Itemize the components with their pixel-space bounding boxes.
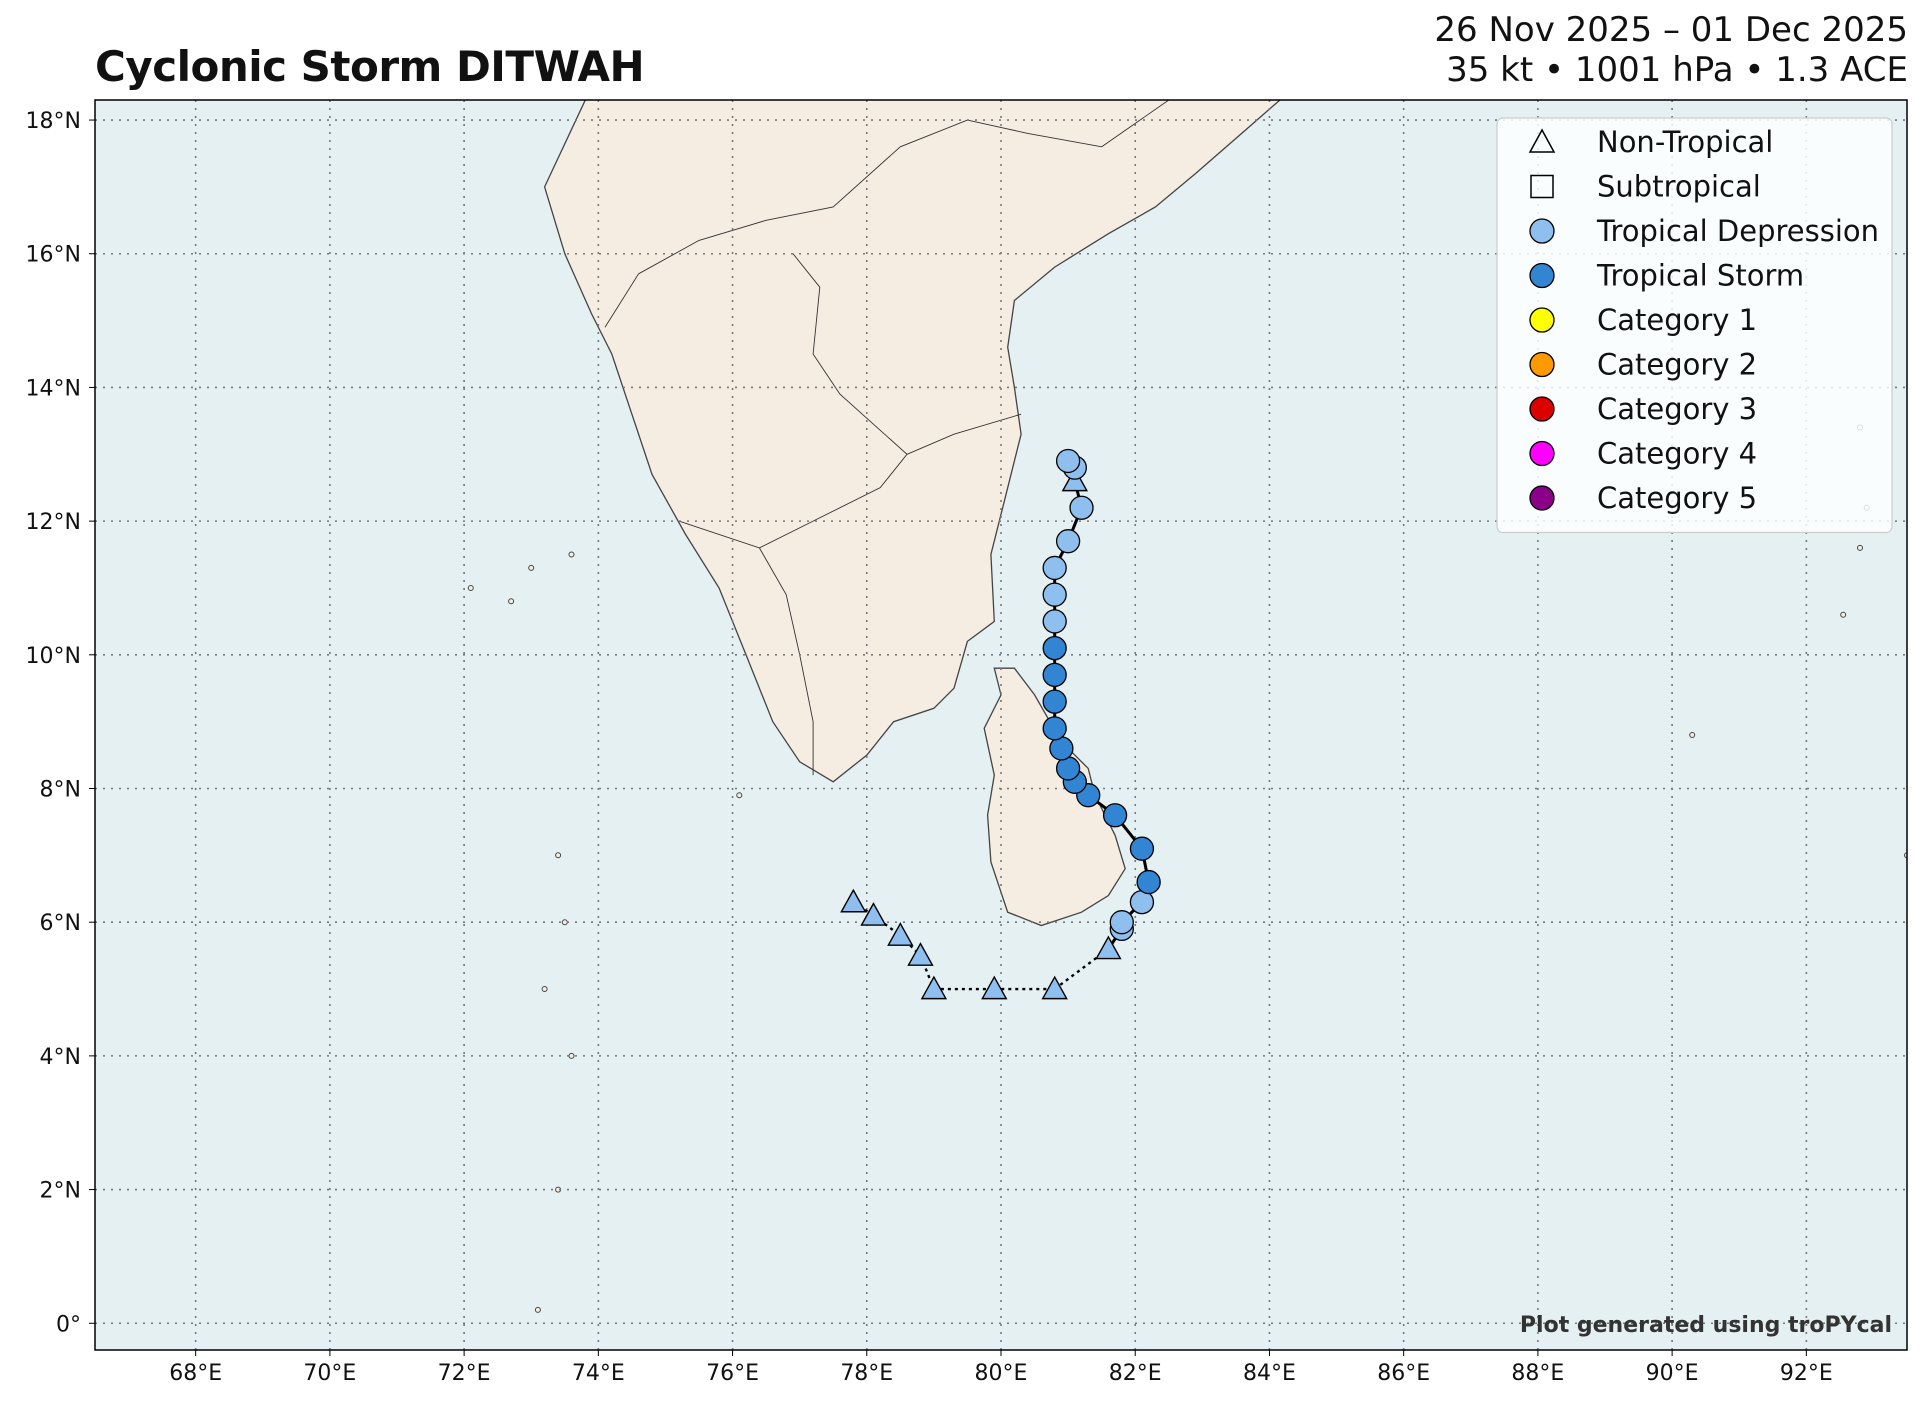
- lat-tick-label: 14°N: [26, 376, 81, 401]
- island: [467, 585, 474, 591]
- storm-stats: 35 kt • 1001 hPa • 1.3 ACE: [1446, 50, 1908, 90]
- lon-tick-label: 88°E: [1511, 1361, 1564, 1386]
- track-point-non-tropical: [840, 888, 867, 913]
- legend-marker: [1529, 262, 1555, 289]
- track-point-tropical-storm: [1042, 716, 1067, 741]
- island: [528, 564, 535, 571]
- legend-label: Category 3: [1597, 392, 1757, 426]
- legend-marker: [1529, 351, 1555, 378]
- track-point-non-tropical: [860, 902, 887, 926]
- state-border: [967, 100, 1170, 148]
- lat-tick-label: 10°N: [26, 644, 81, 669]
- state-border: [604, 273, 639, 328]
- legend-marker: [1529, 307, 1555, 333]
- lon-tick-label: 80°E: [975, 1361, 1028, 1386]
- track-point-tropical-depression: [1042, 555, 1067, 581]
- island: [1689, 732, 1696, 738]
- lon-tick-label: 70°E: [303, 1361, 356, 1386]
- lon-tick-label: 90°E: [1646, 1361, 1699, 1386]
- legend: Non-Tropical Subtropical Tropical Depressi…: [1496, 117, 1893, 534]
- track-point-tropical-depression: [1055, 529, 1081, 554]
- state-borders: [604, 100, 1170, 776]
- legend-box: [1496, 117, 1893, 534]
- island: [1840, 611, 1847, 618]
- lon-tick-label: 82°E: [1109, 1361, 1162, 1386]
- island: [568, 1052, 575, 1059]
- track-point-non-tropical: [907, 942, 934, 966]
- track-point-tropical-storm: [1136, 869, 1161, 895]
- legend-marker: [1529, 218, 1555, 244]
- legend-label: Category 1: [1597, 303, 1757, 337]
- island: [736, 792, 743, 799]
- track-point-tropical-depression: [1042, 609, 1067, 634]
- lat-tick-label: 2°N: [40, 1179, 81, 1204]
- island: [508, 598, 515, 605]
- legend-label: Tropical Depression: [1596, 214, 1879, 248]
- map-title: Cyclonic Storm DITWAH: [95, 42, 645, 91]
- island: [1857, 544, 1863, 551]
- legend-label: Non-Tropical: [1597, 125, 1773, 159]
- track-point-non-tropical: [1095, 935, 1122, 960]
- land-layer: [467, 100, 1907, 1313]
- legend-label: Subtropical: [1597, 170, 1761, 204]
- lat-tick-label: 6°N: [40, 911, 81, 936]
- track-point-tropical-storm: [1042, 635, 1067, 661]
- state-border: [906, 413, 1022, 455]
- lon-tick-label: 92°E: [1780, 1361, 1833, 1386]
- track-point-tropical-storm: [1042, 662, 1067, 688]
- island: [534, 1306, 541, 1313]
- lat-tick-label: 8°N: [40, 778, 81, 803]
- lon-tick-label: 68°E: [169, 1361, 222, 1386]
- track-point-tropical-depression: [1069, 495, 1094, 520]
- legend-label: Category 2: [1597, 348, 1757, 382]
- track-point-non-tropical: [1041, 975, 1068, 1000]
- track-point-tropical-depression: [1042, 582, 1067, 607]
- island: [568, 551, 575, 558]
- lon-tick-label: 78°E: [840, 1361, 893, 1386]
- island: [541, 986, 548, 992]
- track-point-non-tropical: [887, 922, 914, 946]
- lon-tick-label: 74°E: [572, 1361, 625, 1386]
- lon-tick-label: 86°E: [1377, 1361, 1430, 1386]
- track-point-tropical-storm: [1129, 836, 1155, 861]
- legend-marker: [1529, 485, 1555, 511]
- track-point-tropical-storm: [1042, 689, 1067, 714]
- legend-label: Tropical Storm: [1596, 259, 1804, 293]
- lat-tick-label: 16°N: [26, 243, 81, 268]
- india-landmass: [543, 100, 1281, 783]
- track-point-tropical-storm: [1102, 803, 1128, 828]
- axis-ticks: 68°E 70°E 72°E 74°E 76°E 78°E 80°E 82°E 84°E 86°E…: [26, 109, 1833, 1386]
- lon-tick-label: 72°E: [438, 1361, 491, 1386]
- storm-track: [840, 448, 1161, 1000]
- track-point-tropical-depression: [1109, 910, 1134, 935]
- lat-tick-label: 12°N: [26, 510, 81, 535]
- lat-tick-label: 18°N: [26, 109, 81, 134]
- track-point-non-tropical: [1061, 467, 1089, 492]
- legend-marker: [1528, 128, 1556, 153]
- track-point-non-tropical: [981, 975, 1008, 1000]
- date-range: 26 Nov 2025 – 01 Dec 2025: [1434, 10, 1908, 50]
- legend-marker: [1529, 440, 1555, 467]
- lon-tick-label: 76°E: [706, 1361, 759, 1386]
- lon-tick-label: 84°E: [1243, 1361, 1296, 1386]
- legend-marker: [1529, 396, 1555, 422]
- legend-label: Category 5: [1597, 481, 1757, 515]
- legend-label: Category 4: [1597, 437, 1757, 471]
- track-segment: [872, 914, 902, 937]
- island: [555, 852, 562, 859]
- track-point-tropical-depression: [1055, 448, 1081, 474]
- lat-tick-label: 4°N: [40, 1045, 81, 1070]
- legend-marker: [1530, 174, 1554, 199]
- track-point-non-tropical: [920, 975, 948, 1000]
- state-border: [638, 119, 968, 275]
- island: [561, 919, 568, 926]
- lat-tick-label: 0°: [56, 1312, 81, 1337]
- credit-text: Plot generated using troPYcal: [1520, 1313, 1892, 1338]
